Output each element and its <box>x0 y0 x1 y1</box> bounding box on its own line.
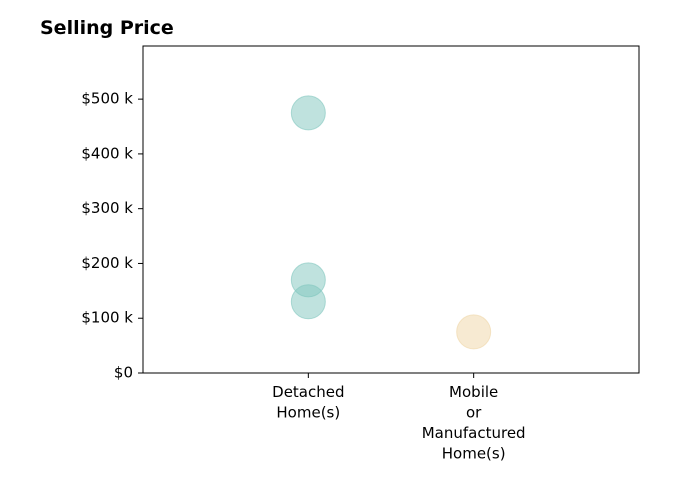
y-tick-label: $400 k <box>81 144 133 162</box>
point <box>290 284 326 320</box>
y-tick-label: $300 k <box>81 199 133 217</box>
x-tick-label: Detached Home(s) <box>272 383 344 422</box>
x-tick-label: Mobile or Manufactured Home(s) <box>422 383 526 463</box>
y-tick-label: $500 k <box>81 90 133 108</box>
chart-title: Selling Price <box>40 17 174 39</box>
y-tick-label: $100 k <box>81 309 133 327</box>
y-tick-label: $200 k <box>81 254 133 272</box>
plot-frame <box>142 45 640 374</box>
y-tick-label: $0 <box>114 364 133 382</box>
point <box>290 95 326 131</box>
point <box>456 314 492 350</box>
